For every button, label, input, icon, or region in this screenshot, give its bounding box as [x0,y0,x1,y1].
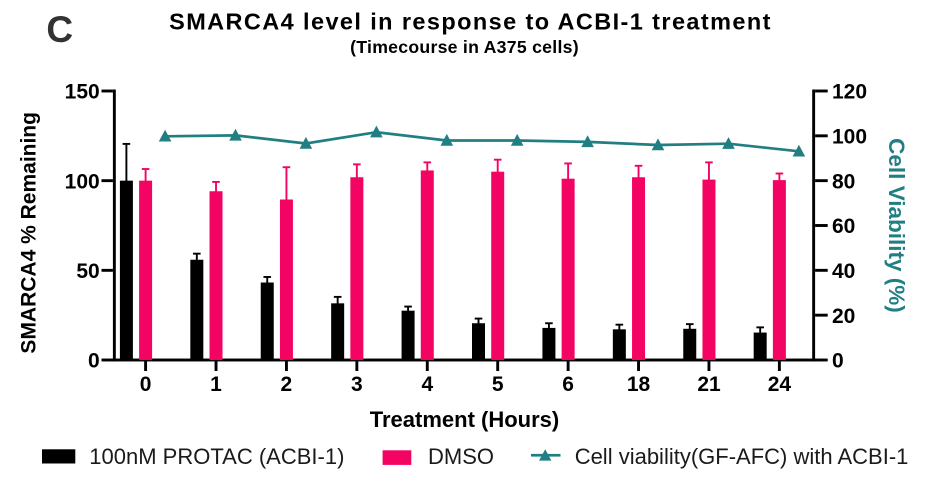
svg-text:(Timecourse in A375 cells): (Timecourse in A375 cells) [350,37,579,57]
svg-text:40: 40 [832,260,855,283]
svg-text:3: 3 [351,373,363,396]
svg-text:2: 2 [281,373,293,396]
svg-text:20: 20 [832,305,855,328]
svg-text:24: 24 [768,373,792,396]
svg-text:100: 100 [65,170,100,193]
svg-text:100nM PROTAC (ACBI-1): 100nM PROTAC (ACBI-1) [89,444,344,469]
svg-text:1: 1 [210,373,222,396]
svg-text:0: 0 [832,350,844,373]
svg-text:Cell viability(GF-AFC) with AC: Cell viability(GF-AFC) with ACBI-1 [575,444,909,469]
svg-text:DMSO: DMSO [428,444,494,469]
svg-text:4: 4 [421,373,433,396]
svg-text:80: 80 [832,170,855,193]
svg-text:5: 5 [492,373,504,396]
svg-text:SMARCA4 % Remaining: SMARCA4 % Remaining [18,112,41,354]
svg-text:0: 0 [88,350,100,373]
svg-text:0: 0 [140,373,152,396]
svg-text:Cell Viability (%): Cell Viability (%) [884,138,909,313]
svg-text:C: C [46,9,73,50]
svg-text:60: 60 [832,215,855,238]
svg-text:18: 18 [627,373,651,396]
svg-text:21: 21 [697,373,721,396]
svg-text:50: 50 [76,260,99,283]
svg-text:100: 100 [832,125,867,148]
svg-text:150: 150 [65,81,100,104]
svg-text:6: 6 [562,373,574,396]
svg-text:SMARCA4 level in response to A: SMARCA4 level in response to ACBI-1 trea… [169,9,772,35]
svg-text:Treatment (Hours): Treatment (Hours) [370,407,559,432]
svg-text:120: 120 [832,81,867,104]
